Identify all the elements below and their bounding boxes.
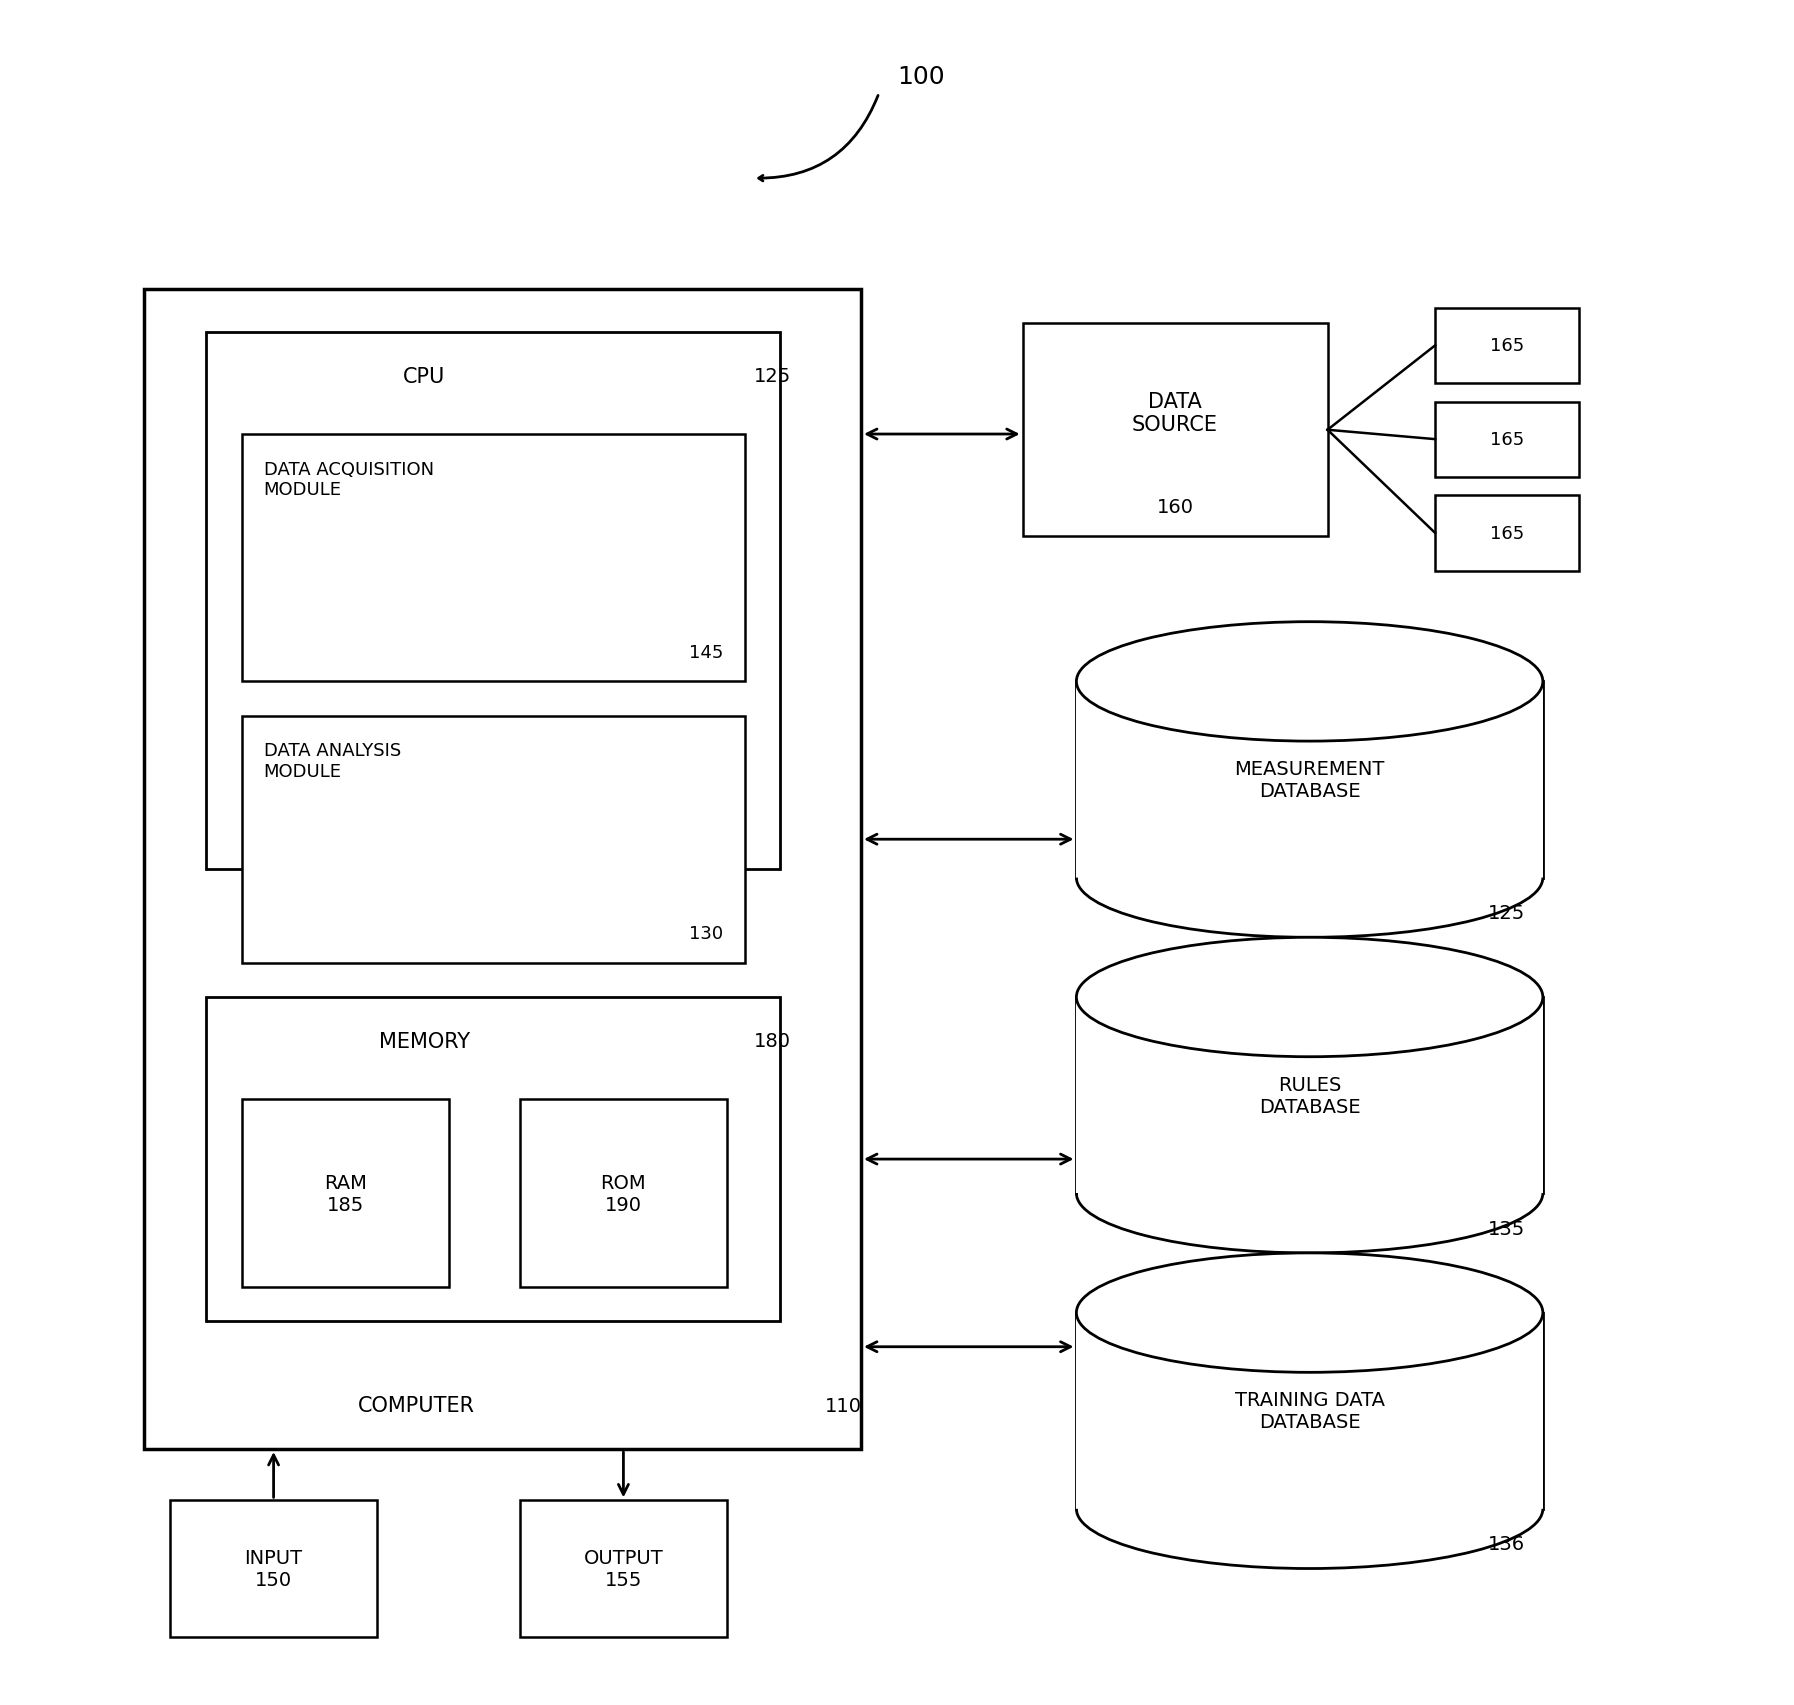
Text: 165: 165 [1489, 431, 1525, 448]
Ellipse shape [1076, 622, 1543, 742]
Bar [170, 1500, 377, 1637]
Bar [206, 332, 780, 870]
Bar [242, 1100, 448, 1287]
Text: 125: 125 [1487, 904, 1525, 922]
Ellipse shape [1076, 938, 1543, 1057]
Bar [1076, 682, 1543, 878]
Text: 145: 145 [689, 643, 723, 662]
Text: 100: 100 [897, 65, 945, 89]
Bar [520, 1500, 727, 1637]
Ellipse shape [1076, 1253, 1543, 1373]
Text: OUTPUT
155: OUTPUT 155 [583, 1548, 664, 1589]
Text: 180: 180 [753, 1032, 791, 1050]
Text: 165: 165 [1489, 338, 1525, 355]
Bar [1076, 1313, 1543, 1509]
Text: TRAINING DATA
DATABASE: TRAINING DATA DATABASE [1234, 1390, 1385, 1432]
Bar [1076, 997, 1543, 1194]
Text: 130: 130 [689, 924, 723, 943]
Text: DATA ANALYSIS
MODULE: DATA ANALYSIS MODULE [264, 742, 402, 781]
Text: INPUT
150: INPUT 150 [244, 1548, 303, 1589]
Text: MEMORY: MEMORY [379, 1032, 470, 1052]
Text: 160: 160 [1157, 498, 1193, 517]
Text: RAM
185: RAM 185 [325, 1173, 366, 1214]
Text: DATA ACQUISITION
MODULE: DATA ACQUISITION MODULE [264, 460, 434, 500]
Text: 165: 165 [1489, 525, 1525, 542]
Text: 136: 136 [1487, 1534, 1525, 1553]
Bar [1435, 496, 1579, 571]
Bar [206, 997, 780, 1321]
Bar [242, 716, 745, 963]
Bar [242, 435, 745, 682]
Bar [144, 290, 861, 1449]
Text: MEASUREMENT
DATABASE: MEASUREMENT DATABASE [1234, 759, 1385, 801]
Text: ROM
190: ROM 190 [601, 1173, 646, 1214]
Bar [1023, 324, 1328, 537]
Text: DATA
SOURCE: DATA SOURCE [1132, 392, 1218, 435]
Text: RULES
DATABASE: RULES DATABASE [1259, 1074, 1360, 1117]
Text: 125: 125 [753, 367, 791, 385]
Text: COMPUTER: COMPUTER [357, 1395, 475, 1415]
Text: 135: 135 [1487, 1219, 1525, 1238]
Text: 110: 110 [825, 1396, 863, 1415]
Bar [520, 1100, 727, 1287]
Bar [1435, 309, 1579, 384]
Text: CPU: CPU [404, 367, 445, 387]
Bar [1435, 402, 1579, 477]
